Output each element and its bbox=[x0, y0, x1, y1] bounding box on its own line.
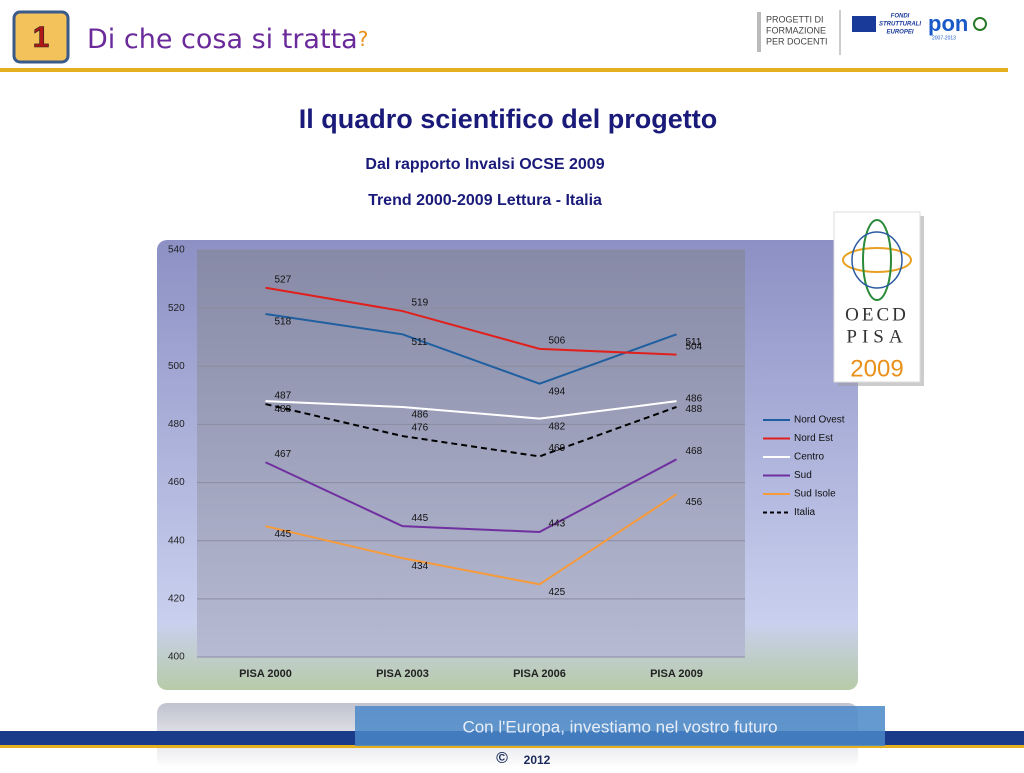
data-label: 487 bbox=[275, 391, 292, 402]
chart-title: Il quadro scientifico del progetto bbox=[299, 104, 718, 134]
data-label: 504 bbox=[686, 341, 703, 352]
logo-line: PROGETTI DI bbox=[766, 14, 824, 24]
series-line bbox=[265, 403, 677, 458]
series-line bbox=[265, 312, 677, 385]
chart-subtitle: Dal rapporto Invalsi OCSE 2009 bbox=[365, 156, 604, 173]
footer-text: Con l'Europa, investiamo nel vostro futu… bbox=[462, 717, 777, 736]
emblem bbox=[973, 17, 987, 31]
y-tick-label: 500 bbox=[168, 361, 185, 372]
series-line bbox=[265, 493, 678, 586]
data-label: 469 bbox=[549, 443, 566, 454]
pon-logo: pon bbox=[928, 11, 968, 36]
fondi-line: STRUTTURALI bbox=[879, 22, 921, 28]
data-label: 445 bbox=[275, 529, 292, 540]
data-label: 518 bbox=[275, 317, 292, 328]
data-label: 486 bbox=[686, 394, 703, 405]
series-line bbox=[265, 400, 677, 420]
data-label: 486 bbox=[412, 410, 429, 421]
pisa-logo-text: PISA bbox=[846, 326, 907, 347]
data-label: 506 bbox=[549, 335, 566, 346]
data-label: 456 bbox=[686, 497, 703, 508]
y-tick-label: 400 bbox=[168, 652, 185, 663]
legend-label: Nord Ovest bbox=[794, 415, 845, 426]
pisa-globe bbox=[862, 219, 892, 301]
data-label: 519 bbox=[412, 298, 429, 309]
legend-label: Nord Est bbox=[794, 433, 833, 444]
y-tick-label: 420 bbox=[168, 593, 185, 604]
logo-line: FORMAZIONE bbox=[766, 25, 826, 35]
heading: Di che cosa si tratta? bbox=[87, 24, 368, 55]
y-tick-label: 520 bbox=[168, 303, 185, 314]
data-label: 494 bbox=[549, 386, 566, 397]
legend-label: Sud bbox=[794, 470, 812, 481]
slide-number: 1 bbox=[33, 21, 50, 54]
y-tick-label: 540 bbox=[168, 245, 185, 256]
year: 2012 bbox=[524, 753, 551, 767]
pisa-globe bbox=[842, 247, 912, 273]
legend-label: Italia bbox=[794, 507, 816, 518]
logo-line: PER DOCENTI bbox=[766, 36, 828, 46]
data-label: 425 bbox=[549, 587, 566, 598]
x-tick-label: PISA 2006 bbox=[513, 668, 566, 680]
pisa-logo-text: OECD bbox=[845, 304, 909, 325]
footer-box bbox=[355, 706, 885, 746]
series-line bbox=[265, 458, 677, 534]
data-label: 445 bbox=[412, 513, 429, 524]
fondi-line: FONDI bbox=[891, 14, 910, 20]
number-box bbox=[12, 10, 70, 64]
data-label: 482 bbox=[549, 421, 566, 432]
data-label: 527 bbox=[275, 274, 292, 285]
y-tick-label: 480 bbox=[168, 419, 185, 430]
data-label: 468 bbox=[686, 446, 703, 457]
data-label: 443 bbox=[549, 519, 566, 530]
pisa-globe bbox=[851, 231, 903, 289]
y-tick-label: 460 bbox=[168, 477, 185, 488]
fondi-line: EUROPEI bbox=[886, 30, 913, 36]
eu-flag bbox=[852, 16, 876, 32]
legend-label: Centro bbox=[794, 452, 824, 463]
header-rule bbox=[0, 68, 1008, 72]
data-label: 511 bbox=[412, 337, 428, 348]
series-line bbox=[265, 286, 677, 356]
logo-mark bbox=[757, 12, 761, 52]
x-tick-label: PISA 2000 bbox=[239, 668, 292, 680]
chart-subtitle: Trend 2000-2009 Lettura - Italia bbox=[368, 192, 602, 209]
y-tick-label: 440 bbox=[168, 535, 185, 546]
footer-rule bbox=[0, 745, 1024, 748]
data-label: 476 bbox=[412, 423, 429, 434]
data-label: 488 bbox=[275, 404, 292, 415]
heading-mark: ? bbox=[358, 27, 369, 51]
data-label: 467 bbox=[275, 449, 292, 460]
pon-years: 2007-2013 bbox=[932, 35, 956, 41]
x-tick-label: PISA 2009 bbox=[650, 668, 703, 680]
heading-text: Di che cosa si tratta bbox=[87, 24, 358, 55]
pisa-logo-year: 2009 bbox=[850, 355, 903, 382]
data-label: 511 bbox=[686, 337, 702, 348]
data-label: 488 bbox=[686, 404, 703, 415]
legend-label: Sud Isole bbox=[794, 489, 836, 500]
x-tick-label: PISA 2003 bbox=[376, 668, 429, 680]
pisa-logo bbox=[833, 211, 921, 383]
copyright: © bbox=[496, 750, 508, 767]
data-label: 434 bbox=[412, 561, 429, 572]
